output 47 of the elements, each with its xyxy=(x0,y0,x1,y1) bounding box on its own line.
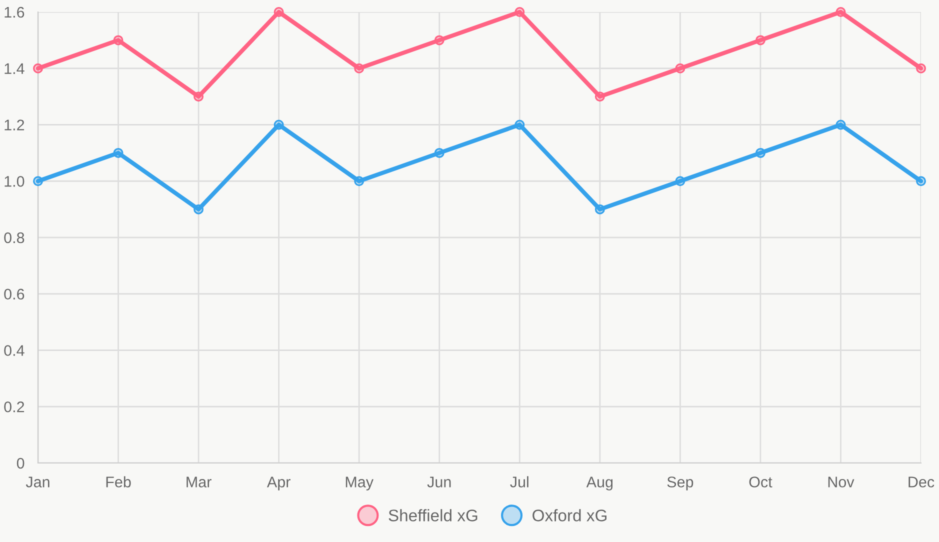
point xyxy=(675,176,686,186)
point xyxy=(274,120,284,130)
point xyxy=(836,120,846,130)
point xyxy=(113,148,124,158)
y-tick-label: 0.4 xyxy=(4,345,24,356)
point xyxy=(514,120,525,130)
y-tick-label: 1.6 xyxy=(4,6,24,18)
point xyxy=(755,148,766,158)
point xyxy=(675,63,686,74)
x-tick-label: Apr xyxy=(266,476,290,490)
point xyxy=(916,63,926,74)
x-tick-label: Dec xyxy=(908,476,934,488)
x-tick-label: Mar xyxy=(186,476,212,488)
x-tick-label: Feb xyxy=(106,476,131,488)
point xyxy=(594,204,605,214)
y-tick-label: 1.4 xyxy=(4,63,24,74)
point xyxy=(33,63,43,74)
x-tick-label: Jan xyxy=(26,476,50,488)
x-tick-label: May xyxy=(346,476,374,490)
point xyxy=(274,7,284,17)
y-tick-label: 0.6 xyxy=(4,288,24,300)
point xyxy=(755,35,766,46)
legend-label: Sheffield xG xyxy=(388,509,478,522)
x-tick-label: Sep xyxy=(667,476,694,490)
y-tick-label: 1.0 xyxy=(4,176,24,187)
point xyxy=(836,7,846,17)
point xyxy=(594,92,605,102)
x-tick-label: Jul xyxy=(510,476,528,488)
point xyxy=(354,63,364,74)
y-tick-label: 0.8 xyxy=(4,232,24,244)
point xyxy=(354,176,364,186)
point xyxy=(194,204,204,214)
point xyxy=(514,7,525,17)
point xyxy=(33,176,43,186)
legend-label: Oxford xG xyxy=(532,509,606,522)
y-tick-label: 1.2 xyxy=(4,120,24,130)
point xyxy=(434,148,444,158)
x-tick-label: Jun xyxy=(427,476,451,488)
point xyxy=(434,35,444,46)
x-tick-label: Oct xyxy=(749,476,772,488)
point xyxy=(916,176,926,186)
y-tick-label: 0.2 xyxy=(4,401,24,412)
point xyxy=(113,35,124,46)
y-tick-label: 0 xyxy=(16,458,24,469)
x-tick-label: Aug xyxy=(586,476,613,490)
x-tick-label: Nov xyxy=(828,476,854,488)
point xyxy=(194,92,204,102)
